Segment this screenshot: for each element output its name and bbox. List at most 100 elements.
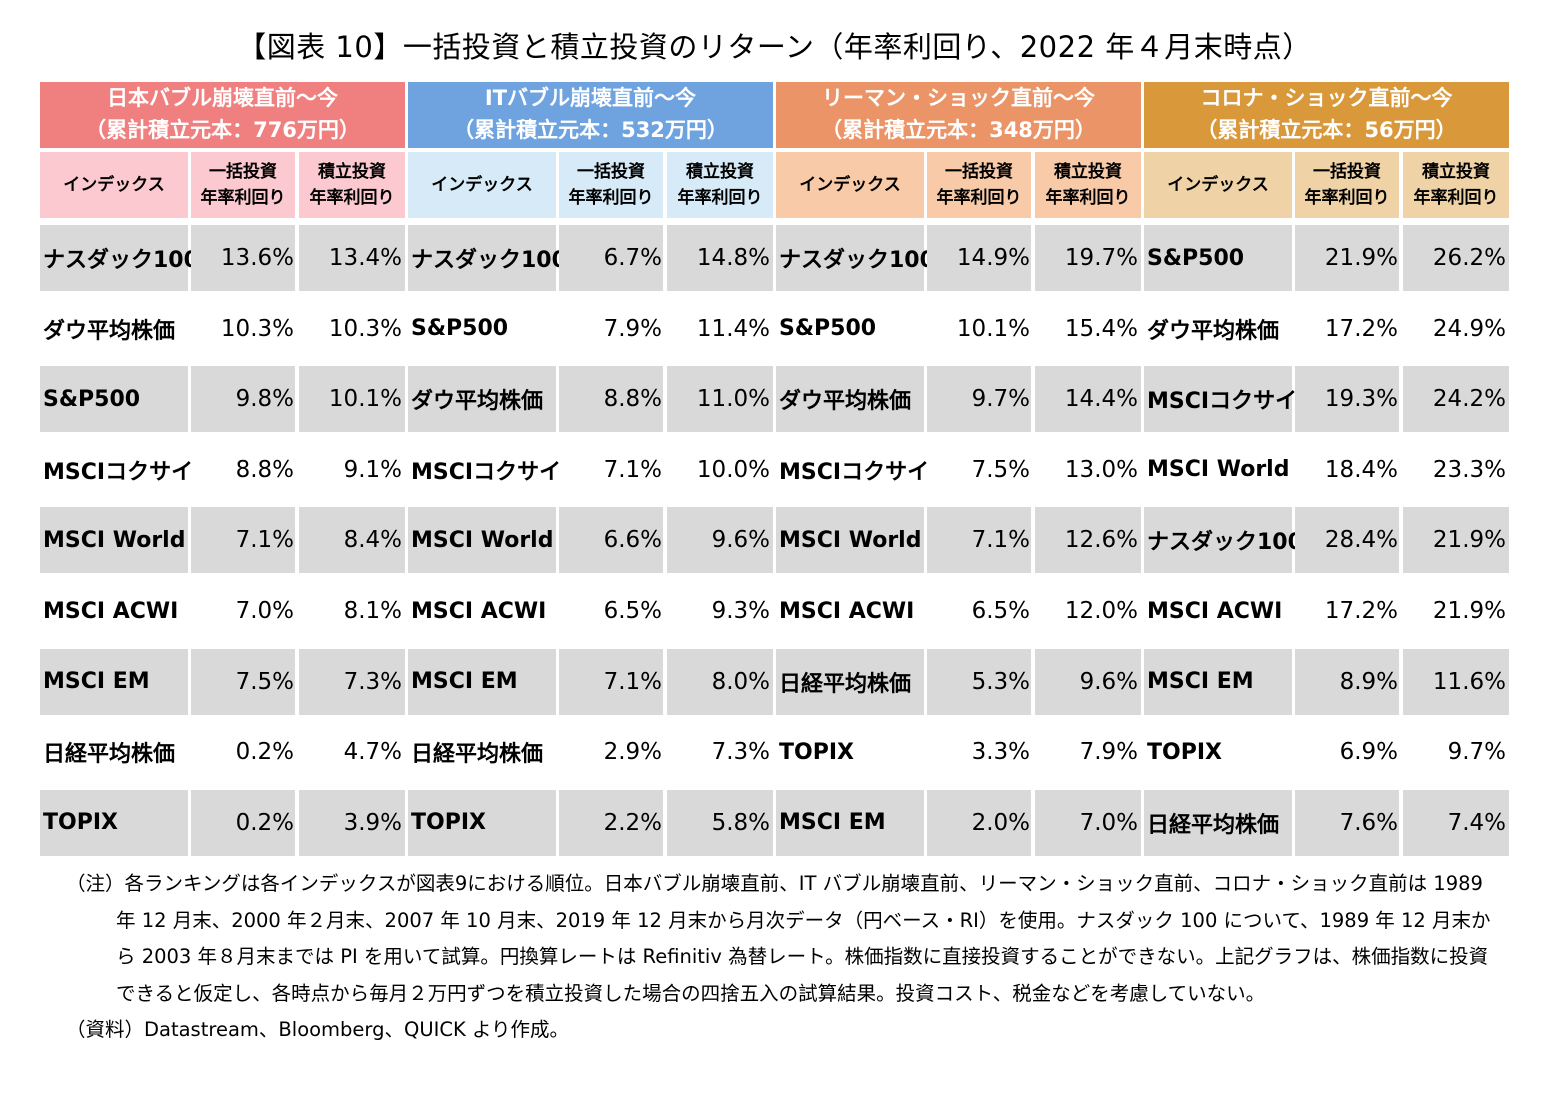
installment-return: 10.0% bbox=[696, 456, 770, 483]
index-name: 日経平均株価 bbox=[776, 648, 924, 715]
installment-return: 26.2% bbox=[1403, 225, 1509, 291]
index-name: TOPIX bbox=[1147, 739, 1222, 765]
installment-return: 13.4% bbox=[299, 225, 405, 291]
table-row: MSCI ACWI 6.5% 9.3% bbox=[408, 578, 775, 644]
lump-sum-return: 7.9% bbox=[603, 315, 662, 342]
index-name: ナスダック100 bbox=[408, 225, 567, 291]
lump-sum-return: 5.3% bbox=[927, 648, 1031, 715]
column-header-text: インデックス bbox=[799, 175, 901, 195]
index-name: S&P500 bbox=[779, 316, 877, 342]
installment-return: 3.9% bbox=[299, 789, 405, 856]
lump-sum-return: 18.4% bbox=[1324, 456, 1398, 483]
period-label: コロナ・ショック直前～今 bbox=[1200, 86, 1453, 110]
table-row: ナスダック100 28.4% 21.9% bbox=[1144, 507, 1511, 574]
panel-2: ITバブル崩壊直前～今 （累計積立元本：532万円） インデックス 一括投資 年率利回り… bbox=[408, 82, 775, 858]
column-header-text: 年率利回り bbox=[1045, 188, 1131, 208]
lump-sum-return: 9.7% bbox=[927, 366, 1031, 433]
table-row: ダウ平均株価 17.2% 24.9% bbox=[1144, 296, 1511, 362]
lump-sum-return: 17.2% bbox=[1324, 598, 1398, 624]
table-row: S&P500 7.9% 11.4% bbox=[408, 296, 775, 362]
panel-3: リーマン・ショック直前～今 （累計積立元本：348万円） インデックス 一括投資 年率利… bbox=[776, 82, 1143, 858]
installment-return: 7.0% bbox=[1035, 789, 1141, 856]
lump-sum-return: 7.1% bbox=[559, 648, 663, 715]
lump-sum-return: 9.8% bbox=[191, 366, 295, 433]
installment-return: 7.4% bbox=[1403, 789, 1509, 856]
table-row: TOPIX 2.2% 5.8% bbox=[408, 789, 775, 856]
index-name: MSCI EM bbox=[40, 648, 188, 715]
index-name: MSCI ACWI bbox=[43, 598, 179, 624]
column-header-installment: 積立投資 年率利回り bbox=[299, 152, 405, 218]
index-name: ナスダック100 bbox=[1144, 507, 1303, 574]
panel-header: ITバブル崩壊直前～今 （累計積立元本：532万円） bbox=[408, 82, 773, 148]
principal-label: （累計積立元本：56万円） bbox=[1196, 118, 1457, 142]
table-row: MSCI World 18.4% 23.3% bbox=[1144, 437, 1511, 503]
installment-return: 8.4% bbox=[299, 507, 405, 574]
principal-label: （累計積立元本：776万円） bbox=[85, 118, 360, 142]
column-header-text: 積立投資 bbox=[1054, 162, 1122, 182]
lump-sum-return: 21.9% bbox=[1295, 225, 1399, 291]
index-name: MSCIコクサイ bbox=[1144, 366, 1297, 433]
lump-sum-return: 7.1% bbox=[191, 507, 295, 574]
lump-sum-return: 7.6% bbox=[1295, 789, 1399, 856]
index-name: ダウ平均株価 bbox=[1147, 318, 1280, 344]
index-name: 日経平均株価 bbox=[1144, 789, 1292, 856]
column-header-installment: 積立投資 年率利回り bbox=[1403, 152, 1509, 218]
installment-return: 23.3% bbox=[1432, 456, 1506, 483]
lump-sum-return: 8.9% bbox=[1295, 648, 1399, 715]
installment-return: 7.3% bbox=[711, 739, 770, 766]
table-row: MSCI EM 2.0% 7.0% bbox=[776, 789, 1143, 856]
installment-return: 8.0% bbox=[667, 648, 773, 715]
index-name: MSCIコクサイ bbox=[43, 459, 194, 485]
index-name: TOPIX bbox=[408, 789, 556, 856]
installment-return: 9.6% bbox=[1035, 648, 1141, 715]
index-name: MSCI ACWI bbox=[1147, 598, 1283, 624]
period-label: ITバブル崩壊直前～今 bbox=[484, 86, 697, 110]
installment-return: 14.4% bbox=[1035, 366, 1141, 433]
table-row: MSCIコクサイ 7.5% 13.0% bbox=[776, 437, 1143, 503]
column-header-text: 一括投資 bbox=[209, 162, 277, 182]
lump-sum-return: 7.1% bbox=[927, 507, 1031, 574]
table-row: MSCIコクサイ 19.3% 24.2% bbox=[1144, 366, 1511, 433]
lump-sum-return: 6.9% bbox=[1339, 739, 1398, 766]
installment-return: 9.1% bbox=[343, 456, 402, 483]
index-name: MSCI World bbox=[776, 507, 924, 574]
table-row: S&P500 21.9% 26.2% bbox=[1144, 225, 1511, 291]
lump-sum-return: 13.6% bbox=[191, 225, 295, 291]
table-row: MSCI EM 7.1% 8.0% bbox=[408, 648, 775, 715]
table-row: MSCI World 7.1% 12.6% bbox=[776, 507, 1143, 574]
index-name: MSCI ACWI bbox=[411, 598, 547, 624]
column-header-text: 一括投資 bbox=[1313, 162, 1381, 182]
lump-sum-return: 19.3% bbox=[1295, 366, 1399, 433]
column-header-text: 積立投資 bbox=[686, 162, 754, 182]
index-name: MSCIコクサイ bbox=[411, 459, 562, 485]
lump-sum-return: 7.1% bbox=[603, 456, 662, 483]
principal-label: （累計積立元本：348万円） bbox=[821, 118, 1096, 142]
index-name: MSCI World bbox=[40, 507, 188, 574]
lump-sum-return: 2.0% bbox=[927, 789, 1031, 856]
installment-return: 9.3% bbox=[711, 598, 770, 624]
column-header-text: 年率利回り bbox=[1304, 188, 1390, 208]
table-row: ダウ平均株価 8.8% 11.0% bbox=[408, 366, 775, 433]
table-row: MSCIコクサイ 7.1% 10.0% bbox=[408, 437, 775, 503]
lump-sum-return: 7.0% bbox=[235, 598, 294, 624]
lump-sum-return: 2.9% bbox=[603, 739, 662, 766]
index-name: MSCI EM bbox=[1144, 648, 1292, 715]
lump-sum-return: 6.6% bbox=[559, 507, 663, 574]
chart-title: 【図表 10】一括投資と積立投資のリターン（年率利回り、2022 年４月末時点） bbox=[237, 30, 1312, 64]
lump-sum-return: 2.2% bbox=[559, 789, 663, 856]
column-header-lump-sum: 一括投資 年率利回り bbox=[559, 152, 663, 218]
column-header-index: インデックス bbox=[408, 152, 556, 218]
index-name: S&P500 bbox=[411, 316, 509, 342]
index-name: TOPIX bbox=[779, 739, 854, 765]
installment-return: 19.7% bbox=[1035, 225, 1141, 291]
index-name: MSCI EM bbox=[408, 648, 556, 715]
installment-return: 15.4% bbox=[1064, 315, 1138, 342]
lump-sum-return: 6.5% bbox=[971, 598, 1030, 624]
column-header-text: 年率利回り bbox=[936, 188, 1022, 208]
installment-return: 11.4% bbox=[696, 315, 770, 342]
returns-table: 日本バブル崩壊直前～今 （累計積立元本：776万円） インデックス 一括投資 年率利回り… bbox=[40, 82, 1510, 858]
table-row: S&P500 9.8% 10.1% bbox=[40, 366, 407, 433]
lump-sum-return: 6.5% bbox=[603, 598, 662, 624]
table-row: TOPIX 6.9% 9.7% bbox=[1144, 719, 1511, 785]
installment-return: 7.9% bbox=[1079, 739, 1138, 766]
